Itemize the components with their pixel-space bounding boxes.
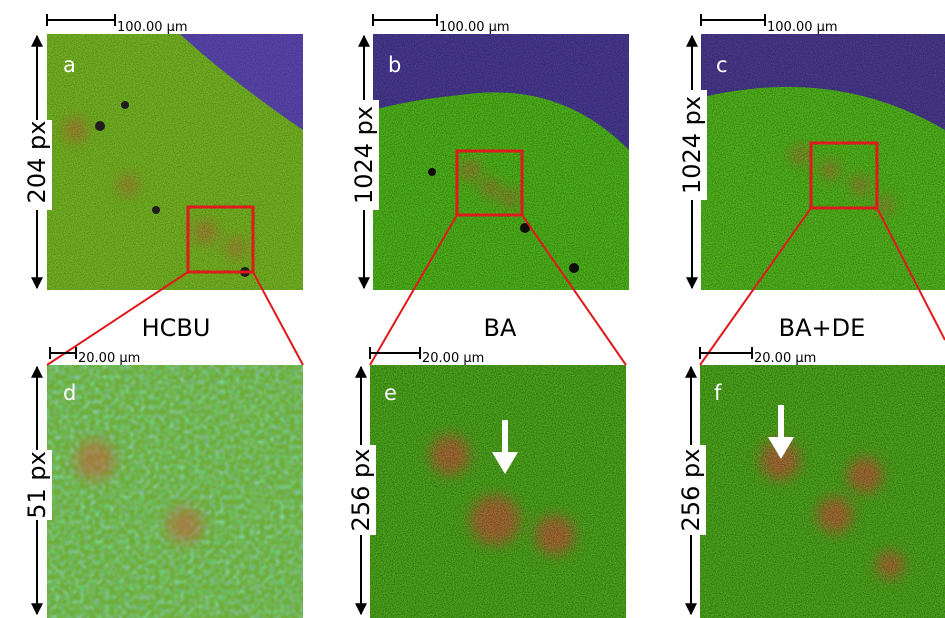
panel-letter: d <box>63 381 76 405</box>
size-label: 256 px <box>677 449 705 532</box>
image-c <box>701 34 945 290</box>
size-labels <box>22 90 707 535</box>
method-title: BA+DE <box>779 314 866 342</box>
method-title: BA <box>484 314 517 342</box>
scale-bar-label: 100.00 µm <box>439 20 510 35</box>
image-d <box>47 365 303 618</box>
image-f <box>700 365 945 618</box>
scale-bar-label: 20.00 µm <box>754 351 816 366</box>
scale-bar-label: 100.00 µm <box>117 20 188 35</box>
panel-letter: e <box>384 381 397 405</box>
scale-bar-label: 20.00 µm <box>78 351 140 366</box>
method-title: HCBU <box>142 314 211 342</box>
image-e <box>370 365 626 618</box>
image-b <box>373 34 629 290</box>
image-a <box>47 34 303 290</box>
panel-letter: a <box>63 53 76 77</box>
panel-letter: c <box>716 53 728 77</box>
panel-letter: f <box>714 381 722 405</box>
panel-letter: b <box>388 53 401 77</box>
scale-bar-label: 20.00 µm <box>422 351 484 366</box>
size-label: 256 px <box>347 449 375 532</box>
scale-bars <box>46 14 766 359</box>
scale-bar-label: 100.00 µm <box>767 20 838 35</box>
zoom-indicators <box>46 141 945 366</box>
size-label: 204 px <box>23 121 51 204</box>
size-label: 51 px <box>23 451 51 519</box>
size-label: 1024 px <box>350 106 378 204</box>
size-label: 1024 px <box>678 96 706 194</box>
